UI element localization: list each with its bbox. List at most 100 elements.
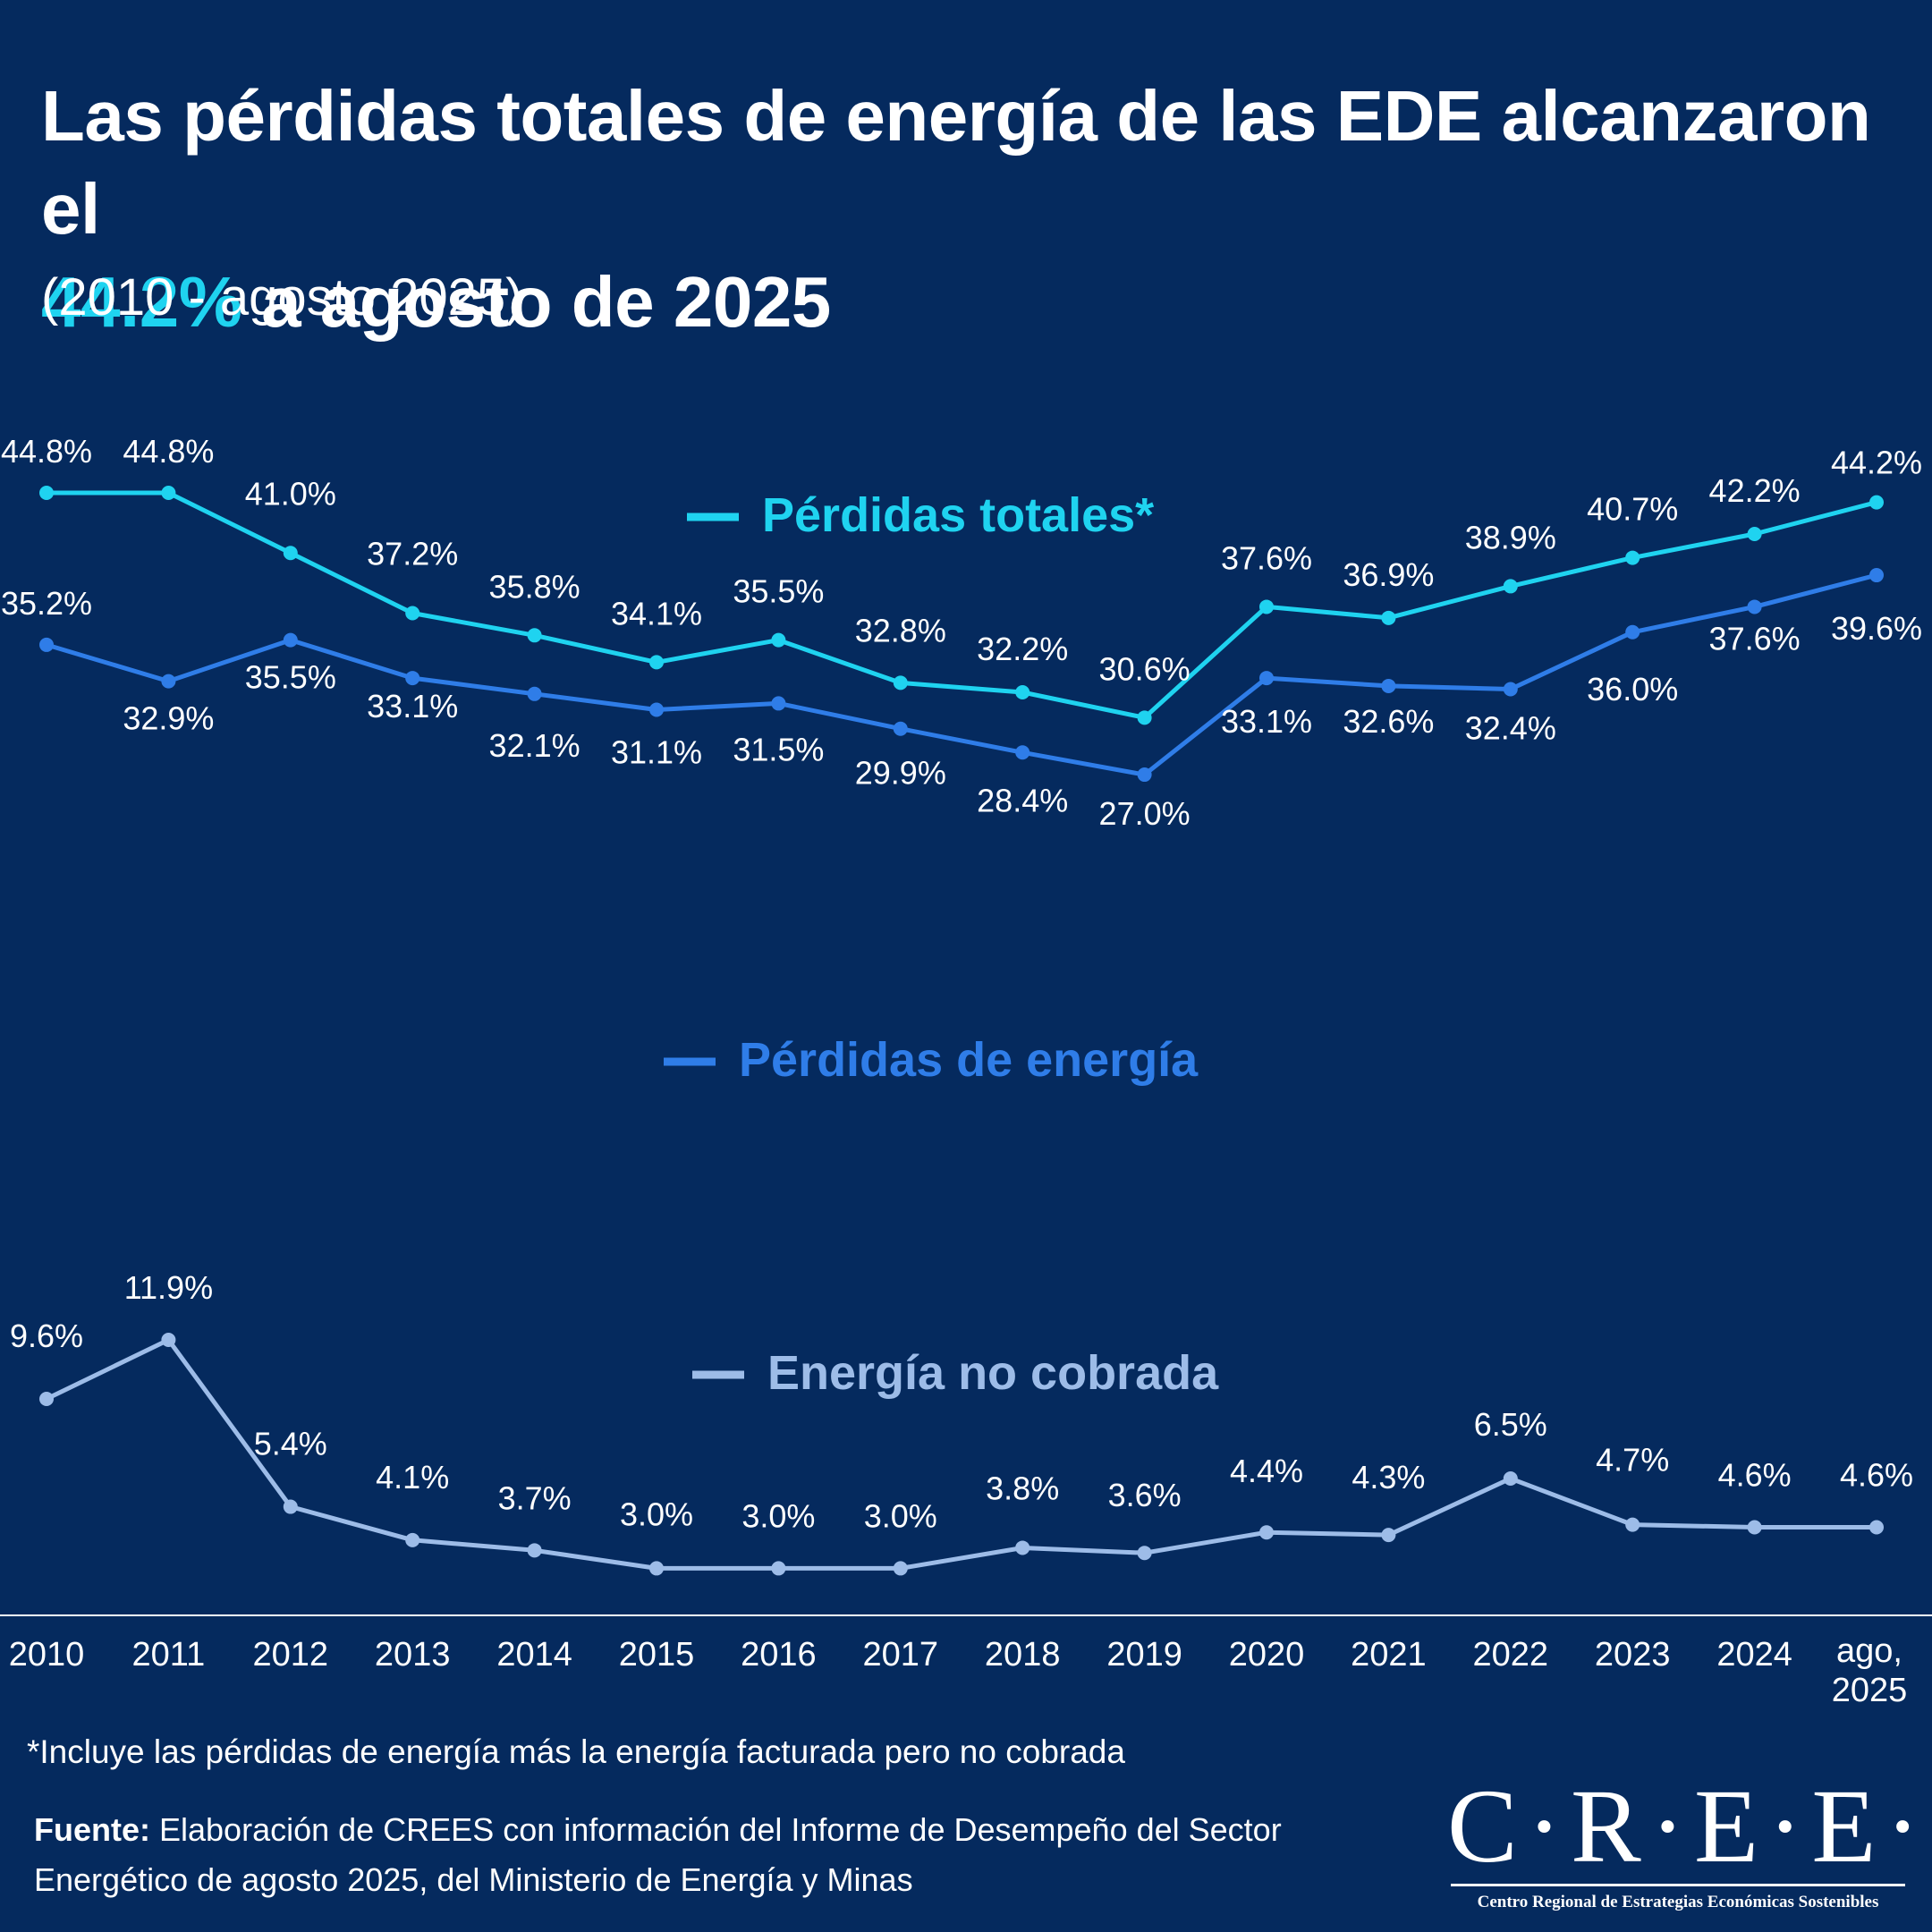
data-label-perdidas_totales: 37.2% (367, 536, 458, 572)
data-label-perdidas_totales: 35.5% (733, 573, 824, 610)
source-text: Elaboración de CREES con información del… (34, 1811, 1282, 1898)
data-label-energia_no_cobrada: 3.8% (986, 1470, 1059, 1506)
x-tick-label: 2012 (253, 1636, 329, 1674)
x-tick-label: 2018 (985, 1636, 1061, 1674)
data-point-perdidas_totales (1625, 550, 1640, 565)
data-label-perdidas_energia: 32.9% (123, 700, 214, 737)
data-point-perdidas_energia (893, 721, 908, 736)
data-label-perdidas_energia: 28.4% (977, 782, 1068, 818)
chart-title: Las pérdidas totales de energía de las E… (41, 70, 1902, 349)
data-label-perdidas_totales: 36.9% (1343, 556, 1434, 593)
data-label-perdidas_totales: 44.2% (1831, 445, 1922, 481)
data-label-energia_no_cobrada: 3.0% (741, 1497, 815, 1534)
x-tick-label: 2011 (132, 1636, 206, 1674)
footnote: *Incluye las pérdidas de energía más la … (27, 1733, 1125, 1770)
data-point-energia_no_cobrada (771, 1561, 786, 1576)
x-tick-label: ago, (1836, 1632, 1902, 1670)
data-label-perdidas_totales: 44.8% (123, 433, 214, 470)
data-point-energia_no_cobrada (1869, 1520, 1884, 1535)
x-tick-label: 2021 (1351, 1636, 1427, 1674)
data-label-energia_no_cobrada: 9.6% (10, 1318, 83, 1354)
data-point-perdidas_totales (527, 628, 542, 643)
x-tick-label: 2023 (1595, 1636, 1671, 1674)
data-point-energia_no_cobrada (1503, 1470, 1518, 1486)
data-label-energia_no_cobrada: 11.9% (124, 1269, 213, 1306)
data-point-energia_no_cobrada (405, 1532, 420, 1547)
x-tick-label: 2017 (863, 1636, 939, 1674)
data-label-perdidas_energia: 35.5% (245, 659, 336, 696)
data-point-perdidas_totales (771, 632, 786, 648)
legend-label-perdidas_totales: Pérdidas totales* (762, 488, 1154, 542)
data-point-perdidas_energia (1381, 678, 1396, 693)
title-text: Las pérdidas totales de energía de las E… (41, 76, 1871, 249)
data-point-perdidas_energia (527, 686, 542, 701)
data-label-perdidas_energia: 29.9% (855, 755, 946, 792)
x-tick-label: 2024 (1716, 1636, 1792, 1674)
data-label-energia_no_cobrada: 3.6% (1108, 1477, 1182, 1513)
data-label-energia_no_cobrada: 4.1% (376, 1459, 449, 1496)
data-label-energia_no_cobrada: 4.6% (1718, 1457, 1792, 1494)
data-point-perdidas_energia (39, 637, 54, 652)
x-tick-label: 2014 (496, 1636, 572, 1674)
data-label-perdidas_totales: 30.6% (1099, 650, 1191, 687)
data-point-perdidas_energia (1869, 568, 1884, 583)
data-label-perdidas_energia: 32.4% (1465, 709, 1556, 746)
data-point-perdidas_energia (771, 696, 786, 711)
data-point-energia_no_cobrada (1137, 1546, 1152, 1561)
data-label-perdidas_totales: 40.7% (1587, 491, 1678, 528)
x-tick-label: 2022 (1473, 1636, 1549, 1674)
data-label-energia_no_cobrada: 4.4% (1230, 1453, 1303, 1489)
data-label-energia_no_cobrada: 4.6% (1840, 1457, 1913, 1494)
data-point-energia_no_cobrada (283, 1499, 298, 1514)
logo-wordmark: C·R·E·E·S (1447, 1767, 1932, 1885)
data-point-perdidas_energia (161, 674, 176, 689)
data-point-energia_no_cobrada (527, 1543, 542, 1558)
data-point-perdidas_totales (405, 606, 420, 621)
data-label-energia_no_cobrada: 3.7% (498, 1479, 572, 1516)
series-line-perdidas_energia (46, 572, 1877, 777)
x-tick-label: 2010 (9, 1636, 85, 1674)
data-label-perdidas_energia: 35.2% (1, 585, 92, 622)
data-point-energia_no_cobrada (1259, 1525, 1274, 1540)
data-point-energia_no_cobrada (893, 1561, 908, 1576)
data-label-perdidas_totales: 38.9% (1465, 519, 1556, 555)
data-point-energia_no_cobrada (1625, 1517, 1640, 1532)
legend-label-energia_no_cobrada: Energía no cobrada (767, 1346, 1219, 1400)
data-point-energia_no_cobrada (649, 1561, 664, 1576)
data-label-perdidas_energia: 27.0% (1099, 795, 1191, 832)
data-point-perdidas_totales (283, 546, 298, 561)
source-label: Fuente: (34, 1811, 150, 1848)
data-label-perdidas_energia: 39.6% (1831, 610, 1922, 647)
data-label-energia_no_cobrada: 5.4% (254, 1426, 327, 1462)
data-point-energia_no_cobrada (1015, 1540, 1030, 1555)
data-label-energia_no_cobrada: 3.0% (864, 1497, 937, 1534)
data-label-perdidas_energia: 37.6% (1709, 620, 1801, 657)
data-label-perdidas_totales: 34.1% (611, 595, 702, 631)
x-tick-label: 2019 (1106, 1636, 1182, 1674)
data-point-perdidas_energia (1747, 599, 1762, 614)
x-tick-label: 2016 (741, 1636, 817, 1674)
data-label-energia_no_cobrada: 3.0% (620, 1496, 693, 1532)
logo-tagline: Centro Regional de Estrategias Económica… (1477, 1893, 1879, 1911)
data-point-perdidas_totales (1503, 579, 1518, 594)
data-point-energia_no_cobrada (161, 1332, 176, 1347)
data-point-perdidas_energia (283, 632, 298, 648)
data-point-perdidas_totales (893, 675, 908, 691)
data-point-perdidas_totales (1869, 495, 1884, 510)
data-point-energia_no_cobrada (39, 1392, 54, 1406)
data-label-perdidas_totales: 32.8% (855, 612, 946, 648)
source-note: Fuente: Elaboración de CREES con informa… (34, 1805, 1429, 1905)
data-point-energia_no_cobrada (1381, 1528, 1396, 1543)
data-label-energia_no_cobrada: 4.3% (1352, 1459, 1425, 1496)
data-label-energia_no_cobrada: 6.5% (1474, 1406, 1547, 1443)
data-point-perdidas_energia (1015, 745, 1030, 760)
line-chart: 44.8% 44.8% 41.0% 37.2% 35.8% 34.1% 35.5% 32.8%… (0, 433, 1932, 1709)
data-label-perdidas_energia: 31.1% (611, 733, 702, 770)
chart-subtitle: (2010 - agosto 2025) (41, 268, 523, 326)
data-point-perdidas_totales (1259, 599, 1274, 614)
title-text-end: a agosto de 2025 (242, 262, 831, 342)
title-highlight-value: 44.2% (41, 262, 242, 342)
data-label-perdidas_totales: 44.8% (1, 433, 92, 470)
x-tick-label: 2025 (1832, 1672, 1908, 1709)
data-label-perdidas_totales: 37.6% (1221, 539, 1312, 576)
